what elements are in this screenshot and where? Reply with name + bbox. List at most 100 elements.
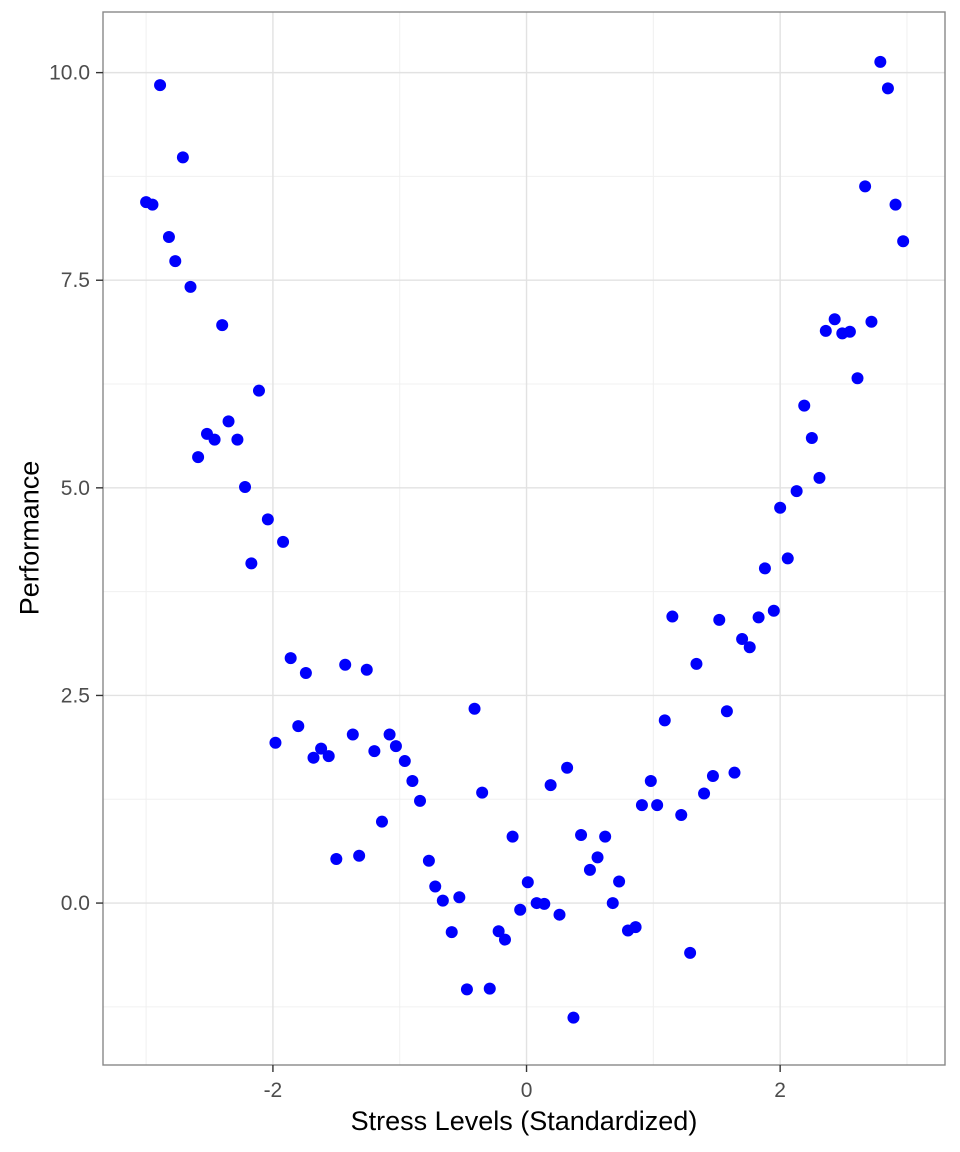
data-point — [521, 876, 534, 889]
data-point — [851, 372, 864, 385]
data-point — [514, 903, 527, 916]
y-axis-title: Performance — [14, 460, 45, 616]
data-point — [492, 925, 505, 938]
data-point — [162, 231, 175, 244]
data-point — [208, 433, 221, 446]
panel-border — [102, 11, 946, 1066]
data-point — [781, 552, 794, 565]
data-point — [897, 235, 910, 248]
data-point — [498, 933, 511, 946]
data-point — [453, 891, 466, 904]
data-point — [874, 55, 887, 68]
data-point — [790, 485, 803, 498]
data-point — [284, 652, 297, 665]
data-point — [315, 742, 328, 755]
data-point — [252, 384, 265, 397]
data-point — [651, 799, 664, 812]
data-point — [859, 180, 872, 193]
data-point — [154, 79, 167, 92]
data-point — [184, 280, 197, 293]
data-point — [613, 875, 626, 888]
data-point — [591, 851, 604, 864]
data-point — [506, 830, 519, 843]
data-point — [629, 921, 642, 934]
data-point — [261, 513, 274, 526]
data-point — [684, 946, 697, 959]
data-point — [538, 897, 551, 910]
data-point — [606, 897, 619, 910]
data-point — [767, 604, 780, 617]
data-point — [476, 786, 489, 799]
x-tick-label: 2 — [774, 1079, 786, 1102]
data-point — [698, 787, 711, 800]
data-point — [231, 433, 244, 446]
data-point — [360, 663, 373, 676]
data-point — [398, 755, 411, 768]
data-point — [330, 853, 343, 866]
data-point — [544, 779, 557, 792]
data-point — [843, 325, 856, 338]
data-point — [752, 611, 765, 624]
data-point — [798, 399, 811, 412]
data-point — [375, 815, 388, 828]
data-point — [774, 501, 787, 514]
y-tick-label: 2.5 — [61, 684, 90, 707]
data-point — [353, 849, 366, 862]
data-point — [146, 198, 159, 211]
data-point — [422, 854, 435, 867]
data-point — [307, 751, 320, 764]
data-point — [460, 983, 473, 996]
data-point — [239, 481, 252, 494]
y-tick-label: 7.5 — [61, 269, 90, 292]
data-point — [414, 794, 427, 807]
data-point — [813, 471, 826, 484]
data-point — [277, 535, 290, 548]
data-point — [299, 667, 312, 680]
data-point — [658, 714, 671, 727]
data-point — [758, 562, 771, 575]
plot-panel — [103, 12, 945, 1065]
x-tick-label: -2 — [264, 1079, 283, 1102]
data-point — [553, 908, 566, 921]
data-point — [346, 728, 359, 741]
data-point — [292, 720, 305, 733]
data-point — [713, 613, 726, 626]
data-point — [192, 451, 205, 464]
data-point — [865, 315, 878, 328]
data-point — [720, 705, 733, 718]
data-point — [322, 750, 335, 763]
x-axis-title: Stress Levels (Standardized) — [350, 1106, 698, 1136]
y-tick-label: 10.0 — [49, 62, 90, 85]
data-point — [468, 702, 481, 715]
data-point — [389, 740, 402, 753]
data-point — [736, 632, 749, 645]
x-tick-label: 0 — [521, 1079, 533, 1102]
data-point — [743, 641, 756, 654]
data-point — [690, 657, 703, 670]
data-point — [635, 799, 648, 812]
data-point — [269, 736, 282, 749]
data-point — [583, 863, 596, 876]
data-point — [406, 774, 419, 787]
data-point — [575, 828, 588, 841]
data-point — [445, 926, 458, 939]
data-point — [339, 658, 352, 671]
y-tick-label: 0.0 — [61, 892, 90, 915]
data-point — [675, 809, 688, 822]
data-point — [222, 415, 235, 428]
data-point — [436, 894, 449, 907]
data-point — [828, 313, 841, 326]
data-point — [599, 830, 612, 843]
data-point — [881, 82, 894, 95]
data-point — [429, 880, 442, 893]
data-point — [819, 324, 832, 337]
data-point — [567, 1011, 580, 1024]
data-point — [169, 255, 182, 268]
data-point — [561, 761, 574, 774]
data-point — [728, 766, 741, 779]
data-point — [216, 319, 229, 332]
data-point — [666, 610, 679, 623]
data-point — [805, 432, 818, 445]
